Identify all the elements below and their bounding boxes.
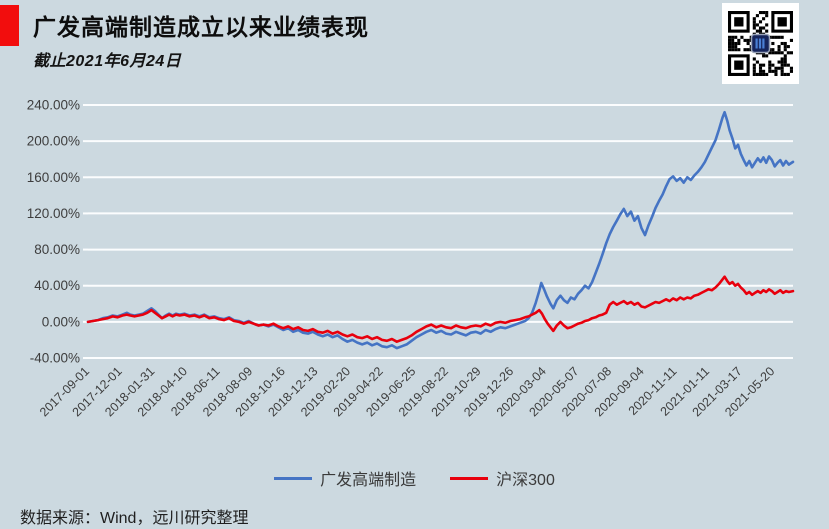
series-line-0 <box>86 110 795 350</box>
y-axis-label: 200.00% <box>27 134 80 149</box>
performance-line-chart: 240.00% 200.00% 160.00% 120.00% 80.00% 40.00%… <box>27 98 795 419</box>
title-accent-bar <box>0 5 19 46</box>
y-axis-label: 40.00% <box>34 278 80 293</box>
legend-item-benchmark: 沪深300 <box>450 466 555 490</box>
y-axis-label: -40.00% <box>30 351 80 366</box>
fund-legend-label: 广发高端制造 <box>320 472 417 489</box>
page-title: 广发高端制造成立以来业绩表现 <box>33 14 369 40</box>
benchmark-legend-label: 沪深300 <box>496 472 555 489</box>
y-axis-label: 80.00% <box>34 242 80 257</box>
page-subtitle: 截止2021年6月24日 <box>33 53 182 70</box>
fund-line-swatch <box>274 476 313 480</box>
benchmark-line-swatch <box>450 476 489 480</box>
y-axis-label: 0.00% <box>42 314 80 329</box>
legend-item-fund: 广发高端制造 <box>274 466 416 490</box>
chart-legend: 广发高端制造 沪深300 <box>0 466 829 490</box>
qr-code <box>722 3 799 84</box>
y-axis-label: 160.00% <box>27 170 80 185</box>
series-line-1 <box>86 275 795 343</box>
qr-pattern <box>728 11 793 76</box>
data-source-note: 数据来源：Wind，远川研究整理 <box>20 510 249 527</box>
y-axis-label: 240.00% <box>27 98 80 113</box>
y-axis-label: 120.00% <box>27 206 80 221</box>
